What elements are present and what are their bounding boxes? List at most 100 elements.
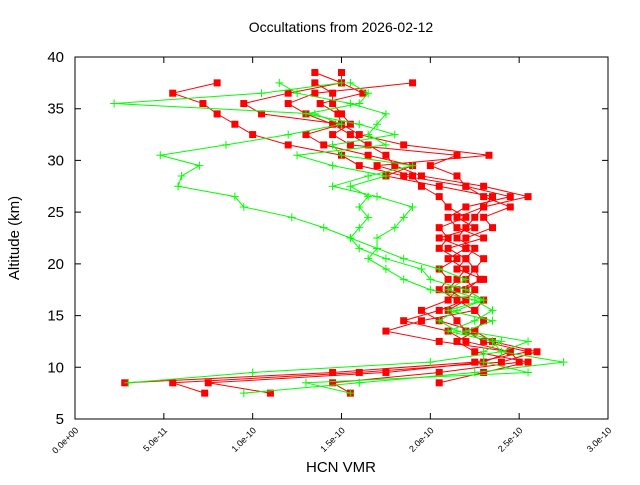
data-point-square bbox=[249, 131, 257, 139]
data-point-square bbox=[471, 286, 479, 294]
data-point-square bbox=[373, 162, 381, 170]
data-point-square bbox=[462, 203, 470, 211]
data-point-plus bbox=[110, 99, 119, 108]
data-point-square bbox=[444, 203, 452, 211]
data-point-plus bbox=[479, 358, 488, 367]
series-line bbox=[318, 72, 521, 394]
data-point-square bbox=[524, 358, 532, 366]
series-green-6 bbox=[239, 78, 568, 398]
data-point-square bbox=[480, 275, 488, 283]
data-point-square bbox=[355, 162, 363, 170]
data-point-square bbox=[400, 172, 408, 180]
data-point-square bbox=[471, 244, 479, 252]
data-point-plus bbox=[373, 234, 382, 242]
data-point-plus bbox=[248, 368, 257, 377]
data-point-plus bbox=[488, 306, 497, 315]
data-point-square bbox=[435, 224, 443, 232]
data-point-plus bbox=[426, 275, 435, 284]
data-point-square bbox=[435, 379, 443, 387]
y-tick-label: 40 bbox=[47, 49, 64, 66]
data-point-square bbox=[302, 131, 310, 139]
data-point-plus bbox=[488, 337, 497, 346]
data-point-square bbox=[199, 100, 207, 108]
data-point-square bbox=[359, 89, 367, 97]
data-point-plus bbox=[461, 275, 470, 284]
data-point-square bbox=[480, 182, 488, 190]
data-point-square bbox=[346, 141, 354, 149]
data-point-plus bbox=[479, 296, 488, 305]
data-point-square bbox=[506, 193, 514, 201]
data-point-square bbox=[329, 379, 337, 387]
data-point-plus bbox=[293, 89, 302, 98]
data-point-square bbox=[471, 265, 479, 273]
x-tick-label: 3.0e-10 bbox=[585, 425, 614, 454]
series-red-4 bbox=[311, 79, 532, 387]
data-point-square bbox=[489, 193, 497, 201]
data-point-plus bbox=[239, 202, 248, 211]
data-point-square bbox=[480, 317, 488, 325]
data-point-square bbox=[311, 89, 319, 97]
data-point-square bbox=[444, 296, 452, 304]
data-point-plus bbox=[426, 285, 435, 294]
data-point-plus bbox=[488, 316, 497, 325]
data-point-square bbox=[334, 110, 342, 118]
data-point-square bbox=[409, 79, 417, 87]
series-layer bbox=[110, 69, 568, 398]
data-point-square bbox=[462, 213, 470, 221]
data-point-plus bbox=[156, 151, 165, 160]
x-tick-label: 5.0e-11 bbox=[141, 425, 169, 453]
data-point-square bbox=[213, 79, 221, 87]
data-point-square bbox=[364, 151, 372, 159]
data-point-plus bbox=[355, 120, 364, 129]
data-point-square bbox=[453, 286, 461, 294]
data-point-square bbox=[169, 379, 177, 387]
data-point-plus bbox=[417, 265, 426, 274]
data-point-square bbox=[480, 193, 488, 201]
data-point-square bbox=[417, 182, 425, 190]
y-axis-label: Altitude (km) bbox=[6, 196, 23, 280]
data-point-plus bbox=[346, 78, 355, 87]
data-point-plus bbox=[524, 337, 533, 346]
data-point-square bbox=[462, 244, 470, 252]
data-point-plus bbox=[408, 161, 417, 170]
data-point-plus bbox=[364, 254, 373, 263]
data-point-plus bbox=[346, 99, 355, 108]
data-point-square bbox=[391, 162, 399, 170]
data-point-square bbox=[462, 337, 470, 345]
data-point-square bbox=[524, 193, 532, 201]
y-tick-label: 30 bbox=[47, 152, 64, 169]
data-point-square bbox=[284, 100, 292, 108]
x-tick-label: 0.0e+00 bbox=[50, 425, 80, 455]
data-point-square bbox=[204, 379, 212, 387]
x-tick-label: 2.5e-10 bbox=[496, 425, 525, 454]
data-point-square bbox=[462, 265, 470, 273]
data-point-square bbox=[329, 131, 337, 139]
data-point-square bbox=[409, 172, 417, 180]
data-point-plus bbox=[337, 151, 346, 160]
data-point-plus bbox=[381, 265, 390, 274]
data-point-plus bbox=[301, 109, 310, 118]
data-point-square bbox=[329, 100, 337, 108]
y-tick-label: 15 bbox=[47, 308, 64, 325]
data-point-square bbox=[329, 368, 337, 376]
data-point-plus bbox=[524, 368, 533, 377]
data-point-square bbox=[417, 306, 425, 314]
data-point-plus bbox=[346, 182, 355, 191]
data-point-plus bbox=[444, 306, 453, 315]
data-point-square bbox=[453, 255, 461, 263]
data-point-square bbox=[506, 203, 514, 211]
data-point-plus bbox=[452, 327, 461, 336]
data-point-square bbox=[506, 348, 514, 356]
data-point-plus bbox=[355, 244, 364, 253]
series-line bbox=[114, 82, 530, 384]
y-tick-label: 20 bbox=[47, 256, 64, 273]
data-point-square bbox=[462, 296, 470, 304]
data-point-plus bbox=[364, 192, 373, 201]
data-point-plus bbox=[284, 130, 293, 139]
data-point-plus bbox=[444, 285, 453, 294]
data-point-square bbox=[480, 213, 488, 221]
data-point-plus bbox=[373, 120, 382, 129]
data-point-square bbox=[485, 151, 493, 159]
data-point-plus bbox=[355, 223, 364, 232]
data-point-square bbox=[462, 224, 470, 232]
